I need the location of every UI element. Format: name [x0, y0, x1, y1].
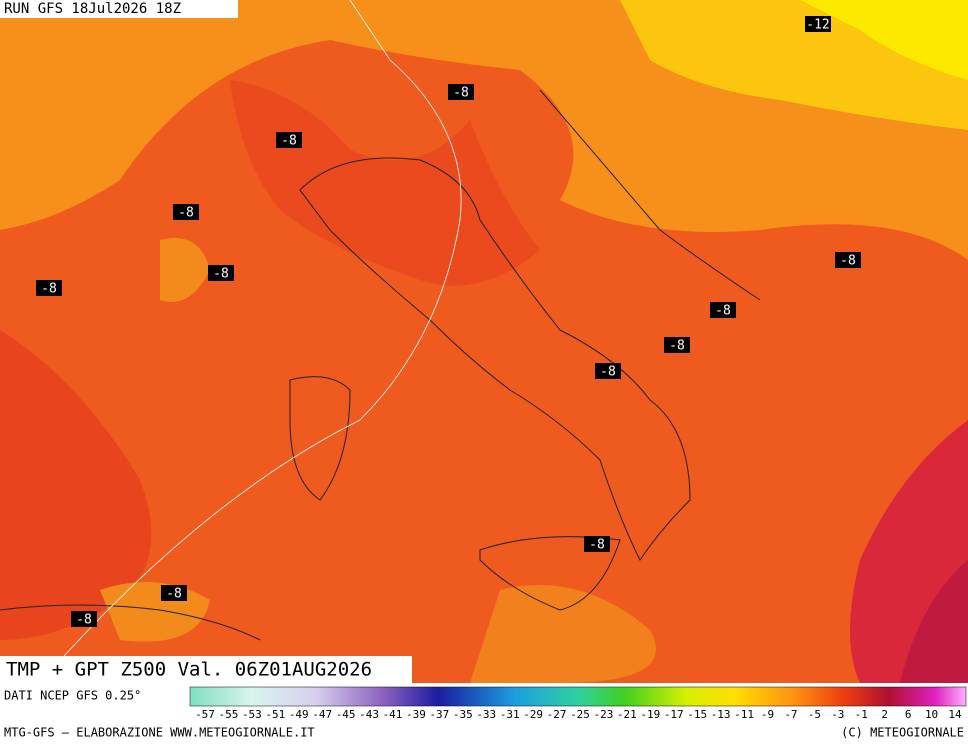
contour-label-box	[835, 252, 861, 268]
colorbar-label: -23	[594, 708, 614, 721]
colorbar-label: -43	[359, 708, 379, 721]
contour-label-box	[595, 363, 621, 379]
contour-label-box	[664, 337, 690, 353]
colorbar-label: -13	[711, 708, 731, 721]
contour-label: -8	[715, 304, 731, 319]
contour-label-box	[208, 265, 234, 281]
footer-right: (C) METEOGIORNALE	[841, 726, 964, 740]
footer-left: MTG-GFS — ELABORAZIONE WWW.METEOGIORNALE…	[4, 726, 315, 740]
contour-label-box	[161, 585, 187, 601]
colorbar-label: -19	[640, 708, 660, 721]
contour-label-box	[173, 204, 199, 220]
contour-label: -8	[840, 254, 856, 269]
colorbar-label: 6	[905, 708, 912, 721]
colorbar-label: -53	[242, 708, 262, 721]
contour-label: -8	[213, 267, 229, 282]
colorbar-label: -9	[761, 708, 774, 721]
contour-label-box	[710, 302, 736, 318]
map-title: TMP + GPT Z500 Val. 06Z01AUG2026	[6, 659, 372, 681]
map	[0, 0, 968, 684]
contour-label-box	[276, 132, 302, 148]
source-label: DATI NCEP GFS 0.25°	[4, 689, 141, 703]
contour-label: -8	[281, 134, 297, 149]
contour-label: -8	[669, 339, 685, 354]
colorbar-label: -27	[547, 708, 567, 721]
contour-label-box	[584, 536, 610, 552]
contour-label-box	[36, 280, 62, 296]
colorbar-label: 2	[881, 708, 888, 721]
coastlines	[0, 89, 761, 641]
title-box	[0, 656, 412, 683]
contour-labels: -12 -8 -8 -8 -8 -8 -8 -8 -8 -8 -8 -8 -8	[36, 16, 861, 628]
contour-label: -8	[453, 86, 469, 101]
colorbar-label: -1	[855, 708, 868, 721]
colorbar-label: -25	[570, 708, 590, 721]
colorbar-label: -39	[406, 708, 426, 721]
colorbar-label: -31	[500, 708, 520, 721]
contour-label: -8	[76, 613, 92, 628]
contour-label: -8	[600, 365, 616, 380]
contour-label-box	[448, 84, 474, 100]
colorbar-label: -5	[808, 708, 821, 721]
colorbar-label: -45	[336, 708, 356, 721]
colorbar-label: -15	[687, 708, 707, 721]
colorbar-label: -33	[476, 708, 496, 721]
colorbar-label: -47	[312, 708, 332, 721]
colorbar-label: -17	[664, 708, 684, 721]
contour-label: -8	[178, 206, 194, 221]
contour-label: -8	[41, 282, 57, 297]
contour-label: -12	[806, 18, 829, 33]
colorbar-label: -29	[523, 708, 543, 721]
colorbar-label: -49	[289, 708, 309, 721]
colorbar-labels: -57 -55 -53 -51 -49 -47 -45 -43 -41 -39 -37 -35 -33-…	[195, 708, 962, 721]
run-box	[0, 0, 238, 18]
colorbar-label: -21	[617, 708, 637, 721]
run-label: RUN GFS 18Jul2026 18Z	[4, 1, 181, 17]
colorbar-label: -11	[734, 708, 754, 721]
colorbar-label: -51	[265, 708, 285, 721]
colorbar	[189, 686, 967, 707]
contour-label: -8	[166, 587, 182, 602]
colorbar-label: -55	[219, 708, 239, 721]
colorbar-label: -41	[383, 708, 403, 721]
isoline	[39, 0, 462, 684]
colorbar-label: -7	[784, 708, 797, 721]
colorbar-label: 14	[948, 708, 962, 721]
contour-label: -8	[589, 538, 605, 553]
colorbar-label: 10	[925, 708, 938, 721]
colorbar-label: -3	[831, 708, 844, 721]
colorbar-label: -57	[195, 708, 215, 721]
colorbar-label: -37	[429, 708, 449, 721]
contour-label-box	[805, 16, 831, 32]
contour-label-box	[71, 611, 97, 627]
colorbar-label: -35	[453, 708, 473, 721]
